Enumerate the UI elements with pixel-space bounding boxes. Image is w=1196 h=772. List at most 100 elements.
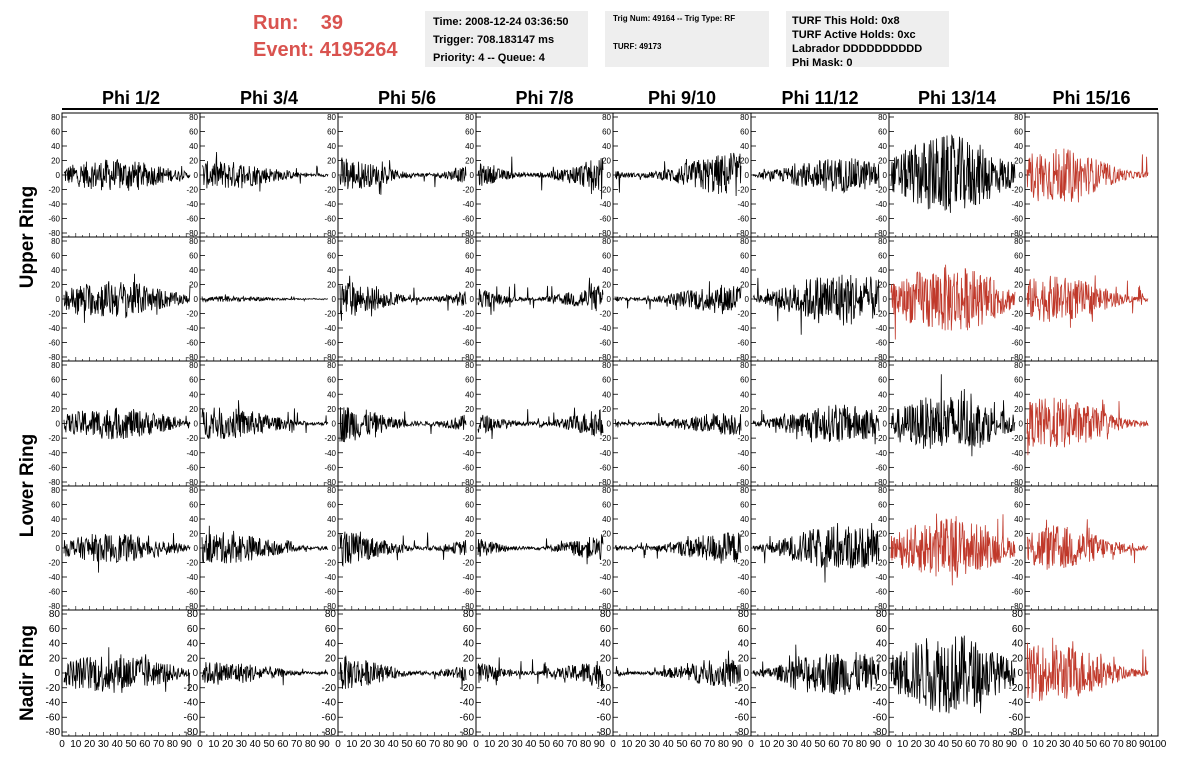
y-tick-label: 40 xyxy=(465,515,474,524)
y-tick-label: -20 xyxy=(1011,186,1023,195)
y-tick-label: 80 xyxy=(189,486,198,495)
y-tick-label: -20 xyxy=(1011,310,1023,319)
y-tick-label: -40 xyxy=(599,449,611,458)
y-tick-label: -80 xyxy=(737,229,749,238)
y-tick-label: -60 xyxy=(875,588,887,597)
y-tick-label: 0 xyxy=(607,295,612,304)
x-tick-label: 40 xyxy=(801,739,813,750)
x-tick-label: 90 xyxy=(870,739,882,750)
x-tick-label: 80 xyxy=(1126,739,1138,750)
y-tick-label: 80 xyxy=(1014,486,1023,495)
y-tick-label: 60 xyxy=(1012,624,1024,635)
row-label: Lower Ring xyxy=(17,434,38,537)
x-tick-label: 90 xyxy=(594,739,606,750)
y-tick-label: 0 xyxy=(194,171,199,180)
y-tick-label: 60 xyxy=(1014,128,1023,137)
y-tick-label: 60 xyxy=(189,128,198,137)
y-tick-label: -60 xyxy=(873,712,888,723)
y-tick-label: 60 xyxy=(1014,252,1023,261)
y-tick-label: -60 xyxy=(1011,339,1023,348)
y-tick-label: -40 xyxy=(737,200,749,209)
x-tick-label: 80 xyxy=(443,739,455,750)
y-tick-label: -60 xyxy=(186,339,198,348)
x-tick-label: 80 xyxy=(167,739,179,750)
turf-active-text: TURF Active Holds: 0xc xyxy=(792,29,916,41)
y-tick-label: -60 xyxy=(1011,588,1023,597)
y-tick-label: 0 xyxy=(1019,544,1024,553)
x-tick-label: 100 xyxy=(1150,739,1167,750)
waveform-trace xyxy=(752,522,880,583)
y-tick-label: 20 xyxy=(740,281,749,290)
x-tick-label: 60 xyxy=(690,739,702,750)
y-tick-label: 60 xyxy=(740,501,749,510)
y-tick-label: 80 xyxy=(1012,609,1024,620)
y-tick-label: 60 xyxy=(189,252,198,261)
y-tick-label: 40 xyxy=(187,639,199,650)
y-tick-label: -40 xyxy=(599,324,611,333)
y-tick-label: -40 xyxy=(1011,324,1023,333)
column-header: Phi 3/4 xyxy=(240,88,298,108)
waveform-trace xyxy=(201,400,329,439)
x-tick-label: 60 xyxy=(139,739,151,750)
y-tick-label: 80 xyxy=(740,361,749,370)
y-tick-label: 20 xyxy=(600,653,612,664)
y-tick-label: -80 xyxy=(460,727,475,738)
y-tick-label: -40 xyxy=(875,449,887,458)
x-tick-label: 90 xyxy=(319,739,331,750)
column-header: Phi 5/6 xyxy=(378,88,436,108)
waveform-trace xyxy=(614,152,742,197)
x-tick-label: 10 xyxy=(346,739,358,750)
y-tick-label: -60 xyxy=(1011,215,1023,224)
waveform-trace xyxy=(1026,397,1149,456)
y-tick-label: -80 xyxy=(1011,353,1023,362)
x-tick-label: 90 xyxy=(181,739,193,750)
x-tick-label: 40 xyxy=(250,739,262,750)
y-tick-label: 60 xyxy=(327,501,336,510)
labrador-text: Labrador DDDDDDDDDD xyxy=(792,43,923,55)
y-tick-label: 20 xyxy=(51,281,60,290)
y-tick-label: 20 xyxy=(189,405,198,414)
y-tick-label: -20 xyxy=(48,559,60,568)
y-tick-label: -40 xyxy=(324,324,336,333)
waveform-trace xyxy=(201,294,328,303)
y-tick-label: 60 xyxy=(465,128,474,137)
y-tick-label: 20 xyxy=(1014,405,1023,414)
waveform-trace xyxy=(477,156,604,200)
x-tick-label: 50 xyxy=(814,739,826,750)
y-tick-label: -40 xyxy=(186,573,198,582)
y-tick-label: -40 xyxy=(462,449,474,458)
turf-text: TURF: 49173 xyxy=(613,42,662,51)
y-tick-label: 40 xyxy=(1014,266,1023,275)
run-event-block: Run: 39 Event: 4195264 xyxy=(253,10,398,64)
x-tick-label: 0 xyxy=(886,739,892,750)
y-tick-label: -20 xyxy=(460,683,475,694)
y-tick-label: -40 xyxy=(186,200,198,209)
y-tick-label: 40 xyxy=(602,142,611,151)
y-tick-label: 80 xyxy=(602,113,611,122)
y-tick-label: 20 xyxy=(1014,281,1023,290)
waveform-trace xyxy=(201,525,329,564)
y-tick-label: -60 xyxy=(462,215,474,224)
x-tick-label: 60 xyxy=(965,739,977,750)
y-tick-label: -80 xyxy=(599,478,611,487)
y-tick-label: -20 xyxy=(462,186,474,195)
y-tick-label: 20 xyxy=(740,157,749,166)
y-tick-label: 60 xyxy=(602,376,611,385)
waveform-trace xyxy=(614,532,742,564)
y-tick-label: -20 xyxy=(737,434,749,443)
waveform-trace xyxy=(1026,637,1149,702)
y-tick-label: -80 xyxy=(599,353,611,362)
y-tick-label: 80 xyxy=(1014,113,1023,122)
x-tick-label: 20 xyxy=(911,739,923,750)
y-tick-label: 60 xyxy=(187,624,199,635)
y-tick-label: 0 xyxy=(194,420,199,429)
y-tick-label: -80 xyxy=(186,229,198,238)
y-tick-label: -40 xyxy=(48,573,60,582)
x-tick-label: 40 xyxy=(663,739,675,750)
y-tick-label: 60 xyxy=(878,252,887,261)
x-tick-label: 90 xyxy=(457,739,469,750)
y-tick-label: 40 xyxy=(51,515,60,524)
waveform-trace xyxy=(63,273,191,323)
y-tick-label: -20 xyxy=(599,310,611,319)
